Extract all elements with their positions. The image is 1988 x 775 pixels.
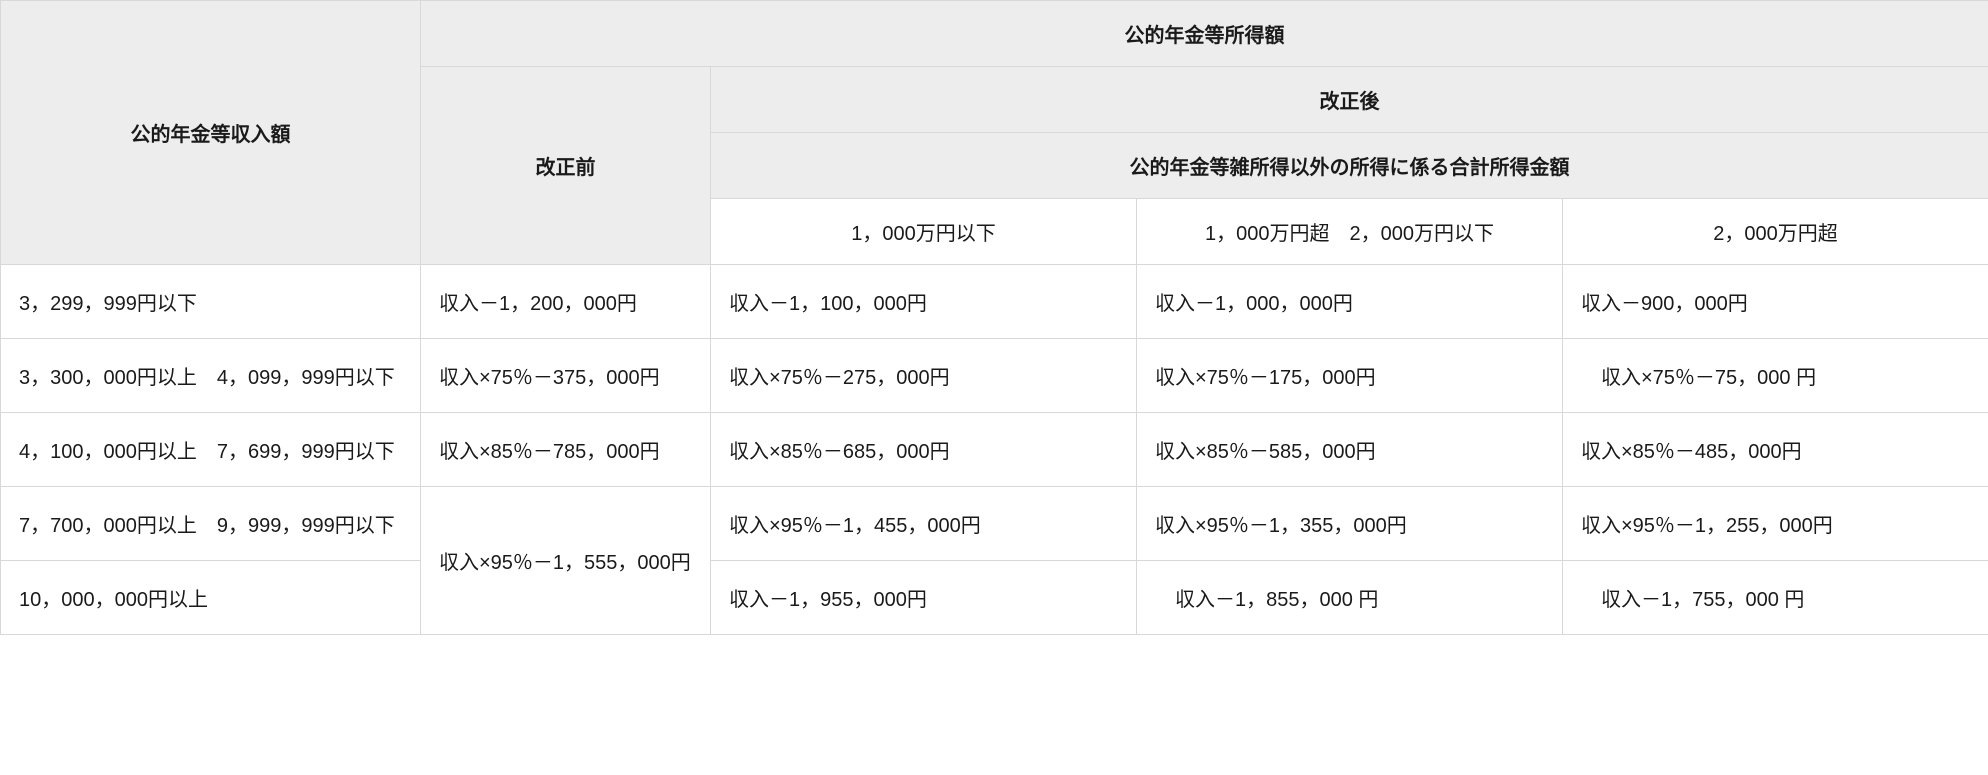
cell-after2: 収入×85％－585，000円 [1137,413,1563,487]
cell-income: 4，100，000円以上 7，699，999円以下 [1,413,421,487]
cell-after1: 収入×95％－1，455，000円 [711,487,1137,561]
header-bracket-1: 1，000万円以下 [711,199,1137,265]
table-row: 10，000，000円以上 収入－1，955，000円 収入－1，855，000… [1,561,1988,635]
cell-after1: 収入×85％－685，000円 [711,413,1137,487]
cell-after3: 収入×95％－1，255，000円 [1563,487,1988,561]
pension-income-table: 公的年金等収入額 公的年金等所得額 改正前 改正後 公的年金等雑所得以外の所得に… [0,0,1988,635]
cell-before: 収入×75％－375，000円 [421,339,711,413]
cell-after2: 収入－1，855，000 円 [1137,561,1563,635]
cell-after3: 収入－900，000円 [1563,265,1988,339]
cell-before: 収入×85％－785，000円 [421,413,711,487]
cell-income: 10，000，000円以上 [1,561,421,635]
header-row-1: 公的年金等収入額 公的年金等所得額 [1,1,1988,67]
header-bracket-2: 1，000万円超 2，000万円以下 [1137,199,1563,265]
cell-income: 3，299，999円以下 [1,265,421,339]
table-row: 3，300，000円以上 4，099，999円以下 収入×75％－375，000… [1,339,1988,413]
cell-after1: 収入－1，955，000円 [711,561,1137,635]
cell-after1: 収入－1，100，000円 [711,265,1137,339]
table-row: 3，299，999円以下 収入－1，200，000円 収入－1，100，000円… [1,265,1988,339]
cell-after3: 収入×85％－485，000円 [1563,413,1988,487]
header-income-amount: 公的年金等収入額 [1,1,421,265]
cell-after3: 収入－1，755，000 円 [1563,561,1988,635]
header-other-income-note: 公的年金等雑所得以外の所得に係る合計所得金額 [711,133,1988,199]
table-row: 4，100，000円以上 7，699，999円以下 収入×85％－785，000… [1,413,1988,487]
cell-income: 7，700，000円以上 9，999，999円以下 [1,487,421,561]
header-after-revision: 改正後 [711,67,1988,133]
header-bracket-3: 2，000万円超 [1563,199,1988,265]
cell-after1: 収入×75％－275，000円 [711,339,1137,413]
cell-before-merged: 収入×95％－1，555，000円 [421,487,711,635]
header-taxable-amount: 公的年金等所得額 [421,1,1988,67]
cell-income: 3，300，000円以上 4，099，999円以下 [1,339,421,413]
cell-before: 収入－1，200，000円 [421,265,711,339]
cell-after2: 収入×95％－1，355，000円 [1137,487,1563,561]
cell-after2: 収入－1，000，000円 [1137,265,1563,339]
cell-after2: 収入×75％－175，000円 [1137,339,1563,413]
cell-after3: 収入×75％－75，000 円 [1563,339,1988,413]
table-row: 7，700，000円以上 9，999，999円以下 収入×95％－1，555，0… [1,487,1988,561]
header-before-revision: 改正前 [421,67,711,265]
